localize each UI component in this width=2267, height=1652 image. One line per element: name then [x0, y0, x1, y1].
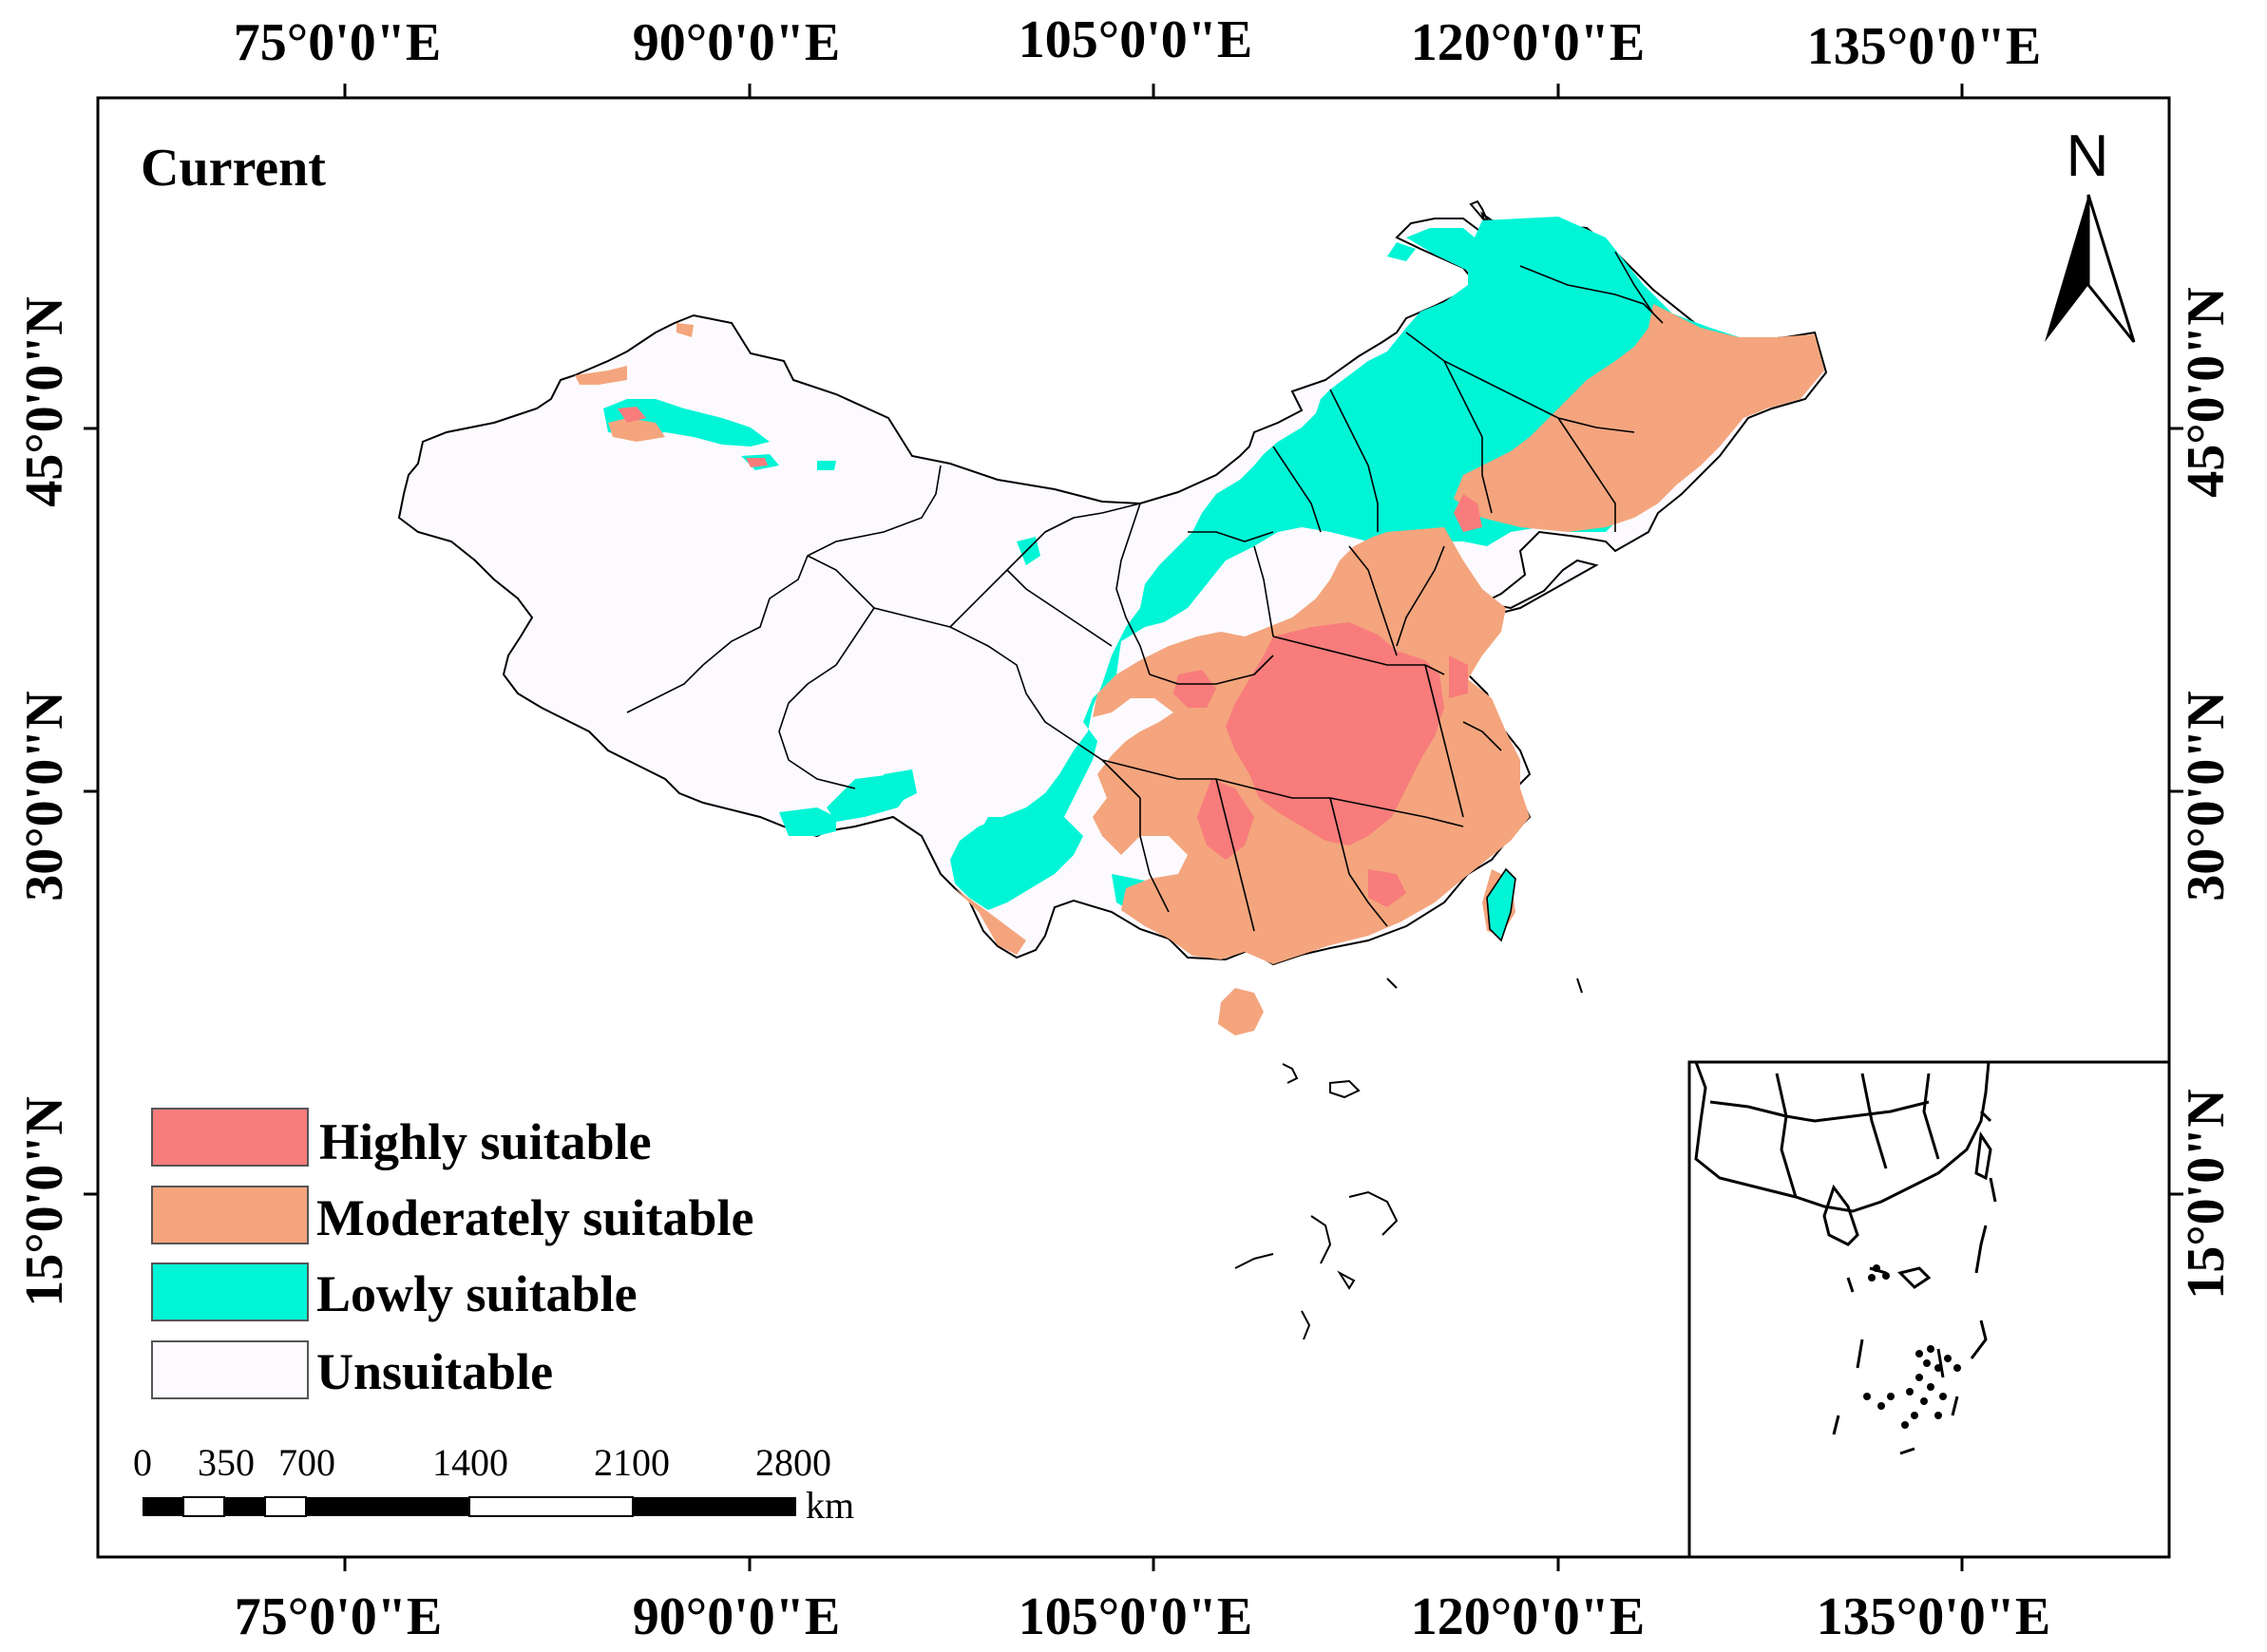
inset-frame	[1687, 1060, 2171, 1559]
legend-label-lowly: Lowly suitable	[316, 1265, 638, 1322]
lon-label-bottom-4: 120°0'0"E	[1411, 1587, 1645, 1646]
lat-label-right-1: 45°0'0"N	[2177, 287, 2236, 497]
northwest-patches	[603, 399, 917, 836]
legend-swatch-moderately	[151, 1186, 309, 1244]
scale-unit: km	[806, 1484, 854, 1527]
lon-label-bottom-1: 75°0'0"E	[235, 1587, 442, 1646]
legend-swatch-highly	[151, 1108, 309, 1167]
lon-label-top-5: 135°0'0"E	[1807, 17, 2041, 76]
legend: Highly suitable Moderately suitable Lowl…	[151, 1108, 753, 1400]
lon-label-bottom-2: 90°0'0"E	[633, 1587, 840, 1646]
lon-label-top-1: 75°0'0"E	[234, 13, 441, 72]
scale-tick-700: 700	[278, 1441, 335, 1484]
legend-label-unsuitable: Unsuitable	[316, 1343, 553, 1400]
lon-label-top-2: 90°0'0"E	[633, 13, 840, 72]
legend-label-moderately: Moderately suitable	[316, 1189, 753, 1246]
lon-label-top-4: 120°0'0"E	[1411, 13, 1645, 72]
lat-label-right-2: 30°0'0"N	[2177, 691, 2236, 901]
graticule-ticks	[84, 84, 2183, 1571]
lon-label-bottom-5: 135°0'0"E	[1817, 1587, 2050, 1646]
taiwan	[1486, 867, 1516, 942]
scale-tick-1400: 1400	[432, 1441, 508, 1484]
legend-swatch-unsuitable	[151, 1340, 309, 1399]
lon-label-bottom-3: 105°0'0"E	[1019, 1587, 1252, 1646]
map-title: Current	[141, 139, 326, 198]
lat-label-left-3: 15°0'0"N	[15, 1096, 74, 1306]
legend-label-highly: Highly suitable	[319, 1113, 652, 1170]
scale-tick-2800: 2800	[755, 1441, 831, 1484]
lat-label-left-1: 45°0'0"N	[15, 296, 74, 506]
china-map	[397, 199, 1828, 1340]
highly-suitable-areas	[1173, 494, 1482, 907]
lat-label-right-3: 15°0'0"N	[2177, 1089, 2236, 1299]
lon-label-top-3: 105°0'0"E	[1019, 10, 1252, 69]
north-arrow-icon: N	[2045, 123, 2136, 343]
inset-map	[1687, 1060, 2171, 1559]
north-label: N	[2067, 123, 2109, 189]
province-borders	[626, 251, 1664, 932]
scale-tick-350: 350	[198, 1441, 255, 1484]
lat-label-left-2: 30°0'0"N	[15, 691, 74, 901]
south-sea-islands	[1234, 978, 1583, 1340]
scale-tick-2100: 2100	[594, 1441, 670, 1484]
legend-swatch-lowly	[151, 1263, 309, 1321]
scale-tick-0: 0	[133, 1441, 152, 1484]
scale-bar: 0 350 700 1400 2100 2800 km	[133, 1441, 854, 1527]
